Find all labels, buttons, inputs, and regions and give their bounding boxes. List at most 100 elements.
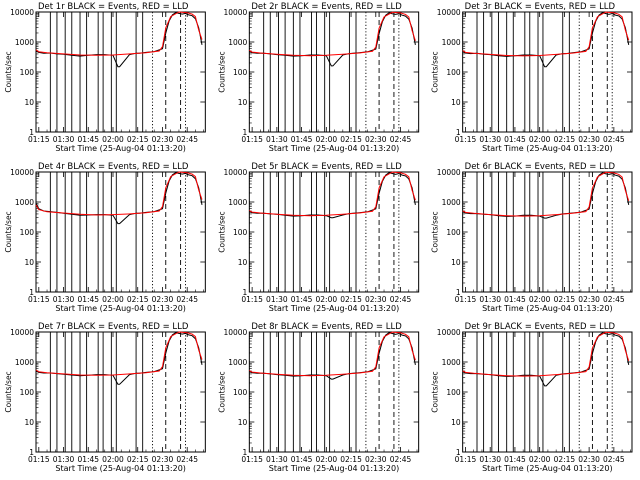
- x-tick-label: 01:15: [241, 455, 263, 464]
- x-tick-label: 02:30: [365, 295, 387, 304]
- chart-panel-1: Det 1r BLACK = Events, RED = LLD 1 10 100 10…: [4, 2, 206, 153]
- chart-panel-8: Det 8r BLACK = Events, RED = LLD 1 10 100 10…: [217, 322, 420, 473]
- data-gap-box: [491, 171, 499, 293]
- x-tick-label: 02:45: [390, 455, 412, 464]
- y-tick-label: 10: [451, 418, 461, 427]
- x-tick-label: 01:30: [53, 295, 75, 304]
- x-axis-label: Start Time (25-Aug-04 01:13:20): [55, 304, 186, 313]
- x-tick-label: 01:45: [504, 295, 526, 304]
- x-tick-label: 01:15: [241, 295, 263, 304]
- x-tick-label: 02:30: [365, 455, 387, 464]
- y-tick-label: 10000: [437, 8, 461, 17]
- y-tick-label: 10000: [10, 328, 34, 337]
- y-tick-label: 10: [24, 418, 34, 427]
- data-gap-box: [324, 11, 331, 133]
- x-tick-label: 02:15: [554, 455, 576, 464]
- x-tick-label: 02:00: [316, 295, 338, 304]
- y-tick-label: 1: [29, 128, 34, 137]
- chart-panel-4: Det 4r BLACK = Events, RED = LLD 1 10 100 10…: [4, 162, 206, 313]
- x-tick-label: 02:00: [529, 135, 551, 144]
- data-gap-box: [263, 171, 271, 293]
- x-tick-label: 01:30: [266, 295, 288, 304]
- y-tick-label: 1: [243, 128, 248, 137]
- data-gap-box: [49, 331, 58, 453]
- chart-panel-9: Det 9r BLACK = Events, RED = LLD 1 10 100 10…: [431, 322, 633, 473]
- events-series-line: [462, 12, 630, 68]
- y-tick-label: 10: [238, 258, 248, 267]
- x-axis-label: Start Time (25-Aug-04 01:13:20): [482, 304, 613, 313]
- x-tick-label: 01:15: [28, 135, 50, 144]
- x-tick-label: 02:45: [390, 295, 412, 304]
- data-gap-box: [292, 331, 301, 453]
- y-axis-label: Counts/sec: [217, 211, 226, 252]
- y-tick-label: 1000: [228, 198, 247, 207]
- y-axis-label: Counts/sec: [4, 211, 13, 252]
- x-axis-label: Start Time (25-Aug-04 01:13:20): [269, 144, 400, 153]
- chart-title: Det 6r BLACK = Events, RED = LLD: [465, 162, 616, 172]
- x-tick-label: 02:45: [603, 135, 625, 144]
- data-gap-box: [324, 331, 331, 453]
- y-tick-label: 1000: [442, 38, 461, 47]
- y-axis-label: Counts/sec: [4, 371, 13, 412]
- data-gap-box: [292, 11, 301, 133]
- x-tick-label: 01:15: [455, 135, 477, 144]
- data-gap-box: [135, 331, 144, 453]
- y-tick-label: 10000: [223, 8, 247, 17]
- lld-series-line: [249, 11, 416, 57]
- data-gap-box: [110, 331, 117, 453]
- data-gap-box: [324, 171, 331, 293]
- x-tick-label: 01:30: [266, 135, 288, 144]
- y-axis-label: Counts/sec: [217, 371, 226, 412]
- x-tick-label: 02:30: [365, 135, 387, 144]
- x-tick-label: 02:00: [316, 455, 338, 464]
- y-axis-label: Counts/sec: [4, 51, 13, 92]
- data-gap-box: [311, 11, 317, 133]
- y-tick-label: 1000: [228, 358, 247, 367]
- data-gap-box: [562, 331, 570, 453]
- y-tick-label: 1: [456, 448, 461, 457]
- lld-series-line: [249, 331, 416, 377]
- y-tick-label: 10: [238, 98, 248, 107]
- data-gap-box: [524, 331, 531, 453]
- x-tick-label: 01:30: [479, 455, 501, 464]
- data-gap-box: [562, 171, 570, 293]
- y-tick-label: 100: [446, 68, 461, 77]
- x-tick-label: 02:30: [152, 135, 174, 144]
- y-tick-label: 10000: [437, 168, 461, 177]
- y-tick-label: 10: [238, 418, 248, 427]
- data-gap-box: [110, 171, 117, 293]
- events-series-line: [35, 12, 203, 68]
- x-tick-label: 02:45: [390, 135, 412, 144]
- plot-frame: [462, 171, 633, 293]
- data-gap-box: [537, 331, 544, 453]
- x-tick-label: 01:30: [479, 135, 501, 144]
- x-tick-label: 02:30: [578, 295, 600, 304]
- y-tick-label: 1000: [442, 358, 461, 367]
- y-tick-label: 100: [233, 228, 248, 237]
- x-tick-label: 01:30: [479, 295, 501, 304]
- x-tick-label: 02:00: [102, 295, 124, 304]
- plot-frame: [35, 331, 206, 453]
- data-gap-box: [524, 171, 531, 293]
- y-axis-label: Counts/sec: [431, 211, 440, 252]
- y-tick-label: 100: [446, 228, 461, 237]
- x-tick-label: 01:45: [291, 455, 313, 464]
- data-gap-box: [97, 11, 104, 133]
- x-tick-label: 02:00: [529, 455, 551, 464]
- y-tick-label: 10000: [10, 8, 34, 17]
- y-tick-label: 1: [456, 128, 461, 137]
- events-series-line: [249, 172, 416, 219]
- data-gap-box: [506, 11, 514, 133]
- chart-title: Det 8r BLACK = Events, RED = LLD: [251, 322, 402, 332]
- x-tick-label: 02:00: [529, 295, 551, 304]
- chart-panel-5: Det 5r BLACK = Events, RED = LLD 1 10 100 10…: [217, 162, 420, 313]
- data-gap-box: [49, 11, 58, 133]
- lld-series-line: [35, 11, 203, 56]
- x-axis-label: Start Time (25-Aug-04 01:13:20): [482, 144, 613, 153]
- data-gap-box: [64, 11, 73, 133]
- data-gap-box: [135, 11, 144, 133]
- chart-title: Det 9r BLACK = Events, RED = LLD: [465, 322, 616, 332]
- x-tick-label: 02:00: [102, 135, 124, 144]
- lld-series-line: [249, 171, 416, 217]
- chart-title: Det 3r BLACK = Events, RED = LLD: [465, 2, 616, 12]
